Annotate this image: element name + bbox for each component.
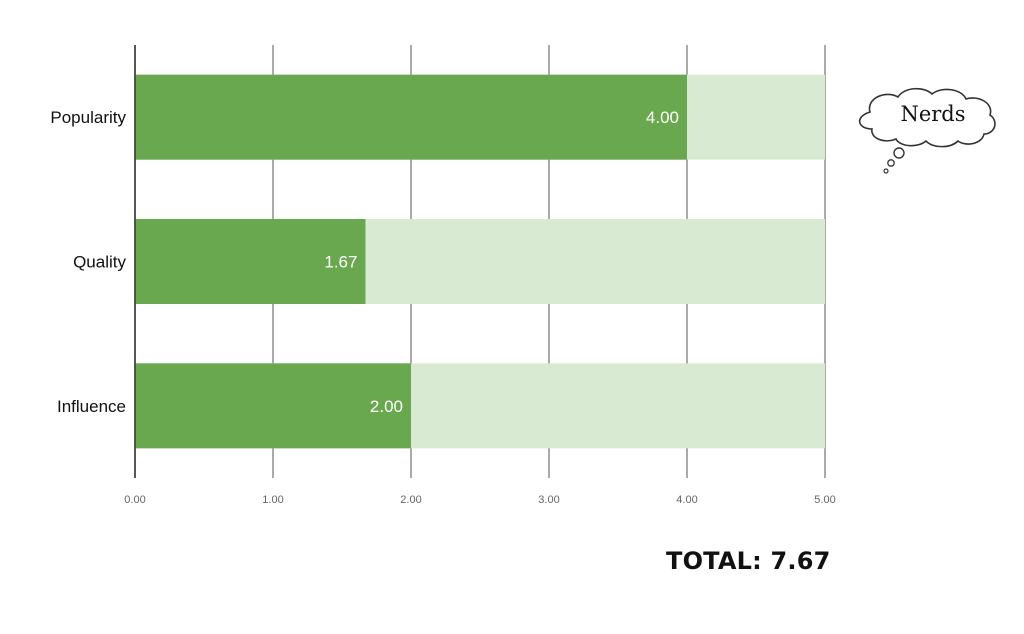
category-label: Quality	[73, 253, 126, 272]
total-score: TOTAL: 7.67	[666, 547, 831, 575]
x-tick-label: 3.00	[538, 494, 559, 506]
bar-quality	[135, 219, 366, 304]
thought-bubble-text: Nerds	[900, 102, 965, 126]
bar-value-label: 1.67	[324, 253, 357, 272]
bar-value-label: 4.00	[646, 108, 679, 127]
thought-dot-large	[893, 147, 905, 159]
category-label: Popularity	[50, 108, 126, 127]
x-tick-label: 1.00	[262, 494, 283, 506]
bar-popularity	[135, 74, 687, 160]
thought-cloud-shape	[858, 87, 996, 148]
bar-value-label: 2.00	[370, 397, 403, 416]
x-tick-label: 4.00	[676, 494, 697, 506]
thought-bubble: Nerds	[858, 87, 996, 174]
category-label: Influence	[57, 397, 126, 416]
x-tick-label: 0.00	[124, 494, 145, 506]
category-labels: Popularity Quality Influence	[50, 108, 126, 416]
x-tick-labels: 0.00 1.00 2.00 3.00 4.00 5.00	[124, 494, 835, 506]
thought-dot-medium	[887, 159, 895, 167]
x-tick-label: 5.00	[814, 494, 835, 506]
bar-influence	[135, 363, 411, 449]
thought-dot-small	[883, 168, 889, 174]
x-tick-label: 2.00	[400, 494, 421, 506]
bars: 4.00 1.67 2.00	[135, 74, 825, 449]
